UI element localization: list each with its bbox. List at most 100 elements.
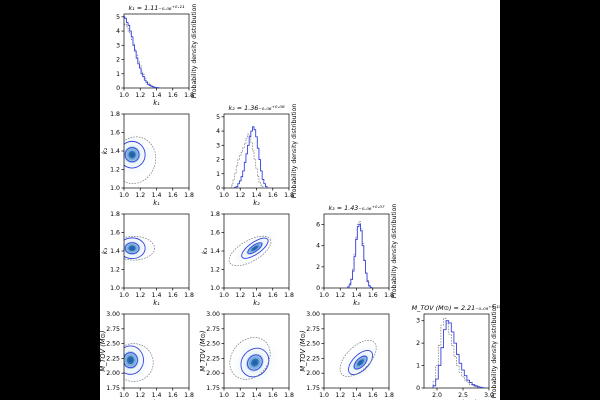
y-tick-label: 2.50 <box>106 341 120 348</box>
density-fill <box>252 246 257 250</box>
y-axis-label: k₂ <box>101 147 109 154</box>
x-tick-label: 1.8 <box>284 392 294 399</box>
y-tick-label: 1.8 <box>110 211 120 218</box>
x-tick-label: 1.2 <box>135 92 145 99</box>
x-tick-label: 1.6 <box>368 392 378 399</box>
x-tick-label: 1.6 <box>168 192 178 199</box>
x-tick-label: 1.0 <box>119 392 129 399</box>
y-tick-label: 1.8 <box>210 211 220 218</box>
x-tick-label: 1.6 <box>168 292 178 299</box>
y-tick-label: 0 <box>116 85 120 92</box>
x-tick-label: 1.0 <box>119 192 129 199</box>
y-axis-label: M_TOV (M⊙) <box>199 330 207 371</box>
density-fill <box>128 357 133 363</box>
y-tick-label: 2 <box>116 57 120 64</box>
x-tick-label: 1.8 <box>284 192 294 199</box>
x-tick-label: 1.6 <box>268 292 278 299</box>
diagonal-panel-k2: 0 1 2 3 4 5 1.0 1.2 1.4 1.6 1.8 k₂ Probability densi… <box>216 104 298 207</box>
primary-contour-inner <box>247 242 263 255</box>
x-tick-label: 1.2 <box>235 192 245 199</box>
x-tick-label: 1.0 <box>219 192 229 199</box>
y-tick-label: 1 <box>416 363 420 370</box>
x-axis-label: k₁ <box>153 199 160 207</box>
x-tick-label: 1.6 <box>268 392 278 399</box>
x-tick-label: 1.6 <box>368 292 378 299</box>
plot-bg <box>224 314 289 388</box>
secondary-histogram <box>230 133 266 188</box>
primary-contour-inner <box>124 147 140 163</box>
primary-histogram <box>124 16 161 88</box>
diagonal-title: k₃ = 1.43₋₀.₀₆⁺⁰·⁰⁷ <box>328 204 385 212</box>
primary-contour-inner <box>353 355 368 370</box>
x-tick-label: 1.0 <box>219 292 229 299</box>
y-tick-label: 1.6 <box>110 230 120 237</box>
primary-contour-outer <box>124 345 144 375</box>
density-fill <box>252 360 258 365</box>
y-tick-label: 2.00 <box>106 370 120 377</box>
x-axis-label: k₃ <box>353 299 360 307</box>
y-tick-label: 1.2 <box>110 267 120 274</box>
x-tick-label: 3.0 <box>484 392 494 399</box>
x-axis-label: k₁ <box>153 99 160 107</box>
x-tick-label: 1.6 <box>268 192 278 199</box>
primary-contour-outer <box>348 350 374 376</box>
primary-contour-outer <box>240 347 270 378</box>
corner-plot-canvas: 0 1 2 3 4 5 1.0 1.2 1.4 1.6 1.8 k₁ Probability densi… <box>100 0 500 400</box>
x-tick-label: 1.2 <box>335 292 345 299</box>
y-tick-label: 2.75 <box>106 326 120 333</box>
y-tick-label: 2.75 <box>306 326 320 333</box>
diagonal-panel-k3: 0 2 4 6 1.0 1.2 1.4 1.6 1.8 k₃ Probability density… <box>316 204 398 307</box>
x-tick-label: 1.4 <box>152 392 162 399</box>
secondary-contour <box>124 343 154 382</box>
y-tick-label: 1.8 <box>110 111 120 118</box>
primary-contour-outer <box>124 237 146 260</box>
y-tick-label: 2.00 <box>206 370 220 377</box>
primary-contour-outer <box>241 237 269 259</box>
y-tick-label: 4 <box>316 243 320 250</box>
secondary-histogram <box>124 23 161 88</box>
y-tick-label: 3 <box>116 42 120 49</box>
y-tick-label: 2 <box>216 157 220 164</box>
primary-histogram <box>432 320 486 388</box>
y-tick-label: 2.25 <box>306 355 320 362</box>
x-axis-label: k₂ <box>253 199 260 207</box>
y-tick-label: 1 <box>216 171 220 178</box>
diagonal-y-label: Probability density distribution <box>291 104 298 199</box>
density-fill <box>358 360 363 365</box>
diagonal-y-label: Probability density distribution <box>391 204 398 299</box>
density-fill <box>130 152 135 157</box>
y-tick-label: 4 <box>116 28 120 35</box>
x-tick-label: 1.4 <box>252 192 262 199</box>
x-tick-label: 1.0 <box>319 392 329 399</box>
diagonal-y-label: Probability density distribution <box>191 4 198 99</box>
y-tick-label: 2.25 <box>106 355 120 362</box>
y-tick-label: 1.0 <box>210 285 220 292</box>
y-tick-label: 2 <box>316 264 320 271</box>
primary-histogram <box>347 224 373 288</box>
x-tick-label: 1.2 <box>135 192 145 199</box>
y-tick-label: 1.0 <box>110 185 120 192</box>
x-tick-label: 1.0 <box>119 292 129 299</box>
y-tick-label: 3.00 <box>106 311 120 318</box>
x-tick-label: 1.4 <box>252 392 262 399</box>
x-tick-label: 1.8 <box>384 292 394 299</box>
secondary-contour <box>339 339 377 377</box>
y-tick-label: 1.75 <box>206 385 220 392</box>
x-axis-label: k₁ <box>153 299 160 307</box>
y-tick-label: 3.00 <box>306 311 320 318</box>
y-tick-label: 1.4 <box>110 148 120 155</box>
x-tick-label: 1.2 <box>235 292 245 299</box>
secondary-contour <box>229 337 271 380</box>
x-tick-label: 1.8 <box>184 392 194 399</box>
x-tick-label: 1.0 <box>319 292 329 299</box>
y-axis-label: M_TOV (M⊙) <box>100 330 107 371</box>
secondary-contour <box>228 235 272 267</box>
x-tick-label: 1.8 <box>184 92 194 99</box>
plot-frame <box>323 213 390 289</box>
x-tick-label: 1.8 <box>284 292 294 299</box>
x-tick-label: 1.6 <box>168 92 178 99</box>
y-tick-label: 2.00 <box>306 370 320 377</box>
y-tick-label: 6 <box>316 222 320 229</box>
secondary-histogram <box>432 318 486 388</box>
x-tick-label: 1.0 <box>119 92 129 99</box>
